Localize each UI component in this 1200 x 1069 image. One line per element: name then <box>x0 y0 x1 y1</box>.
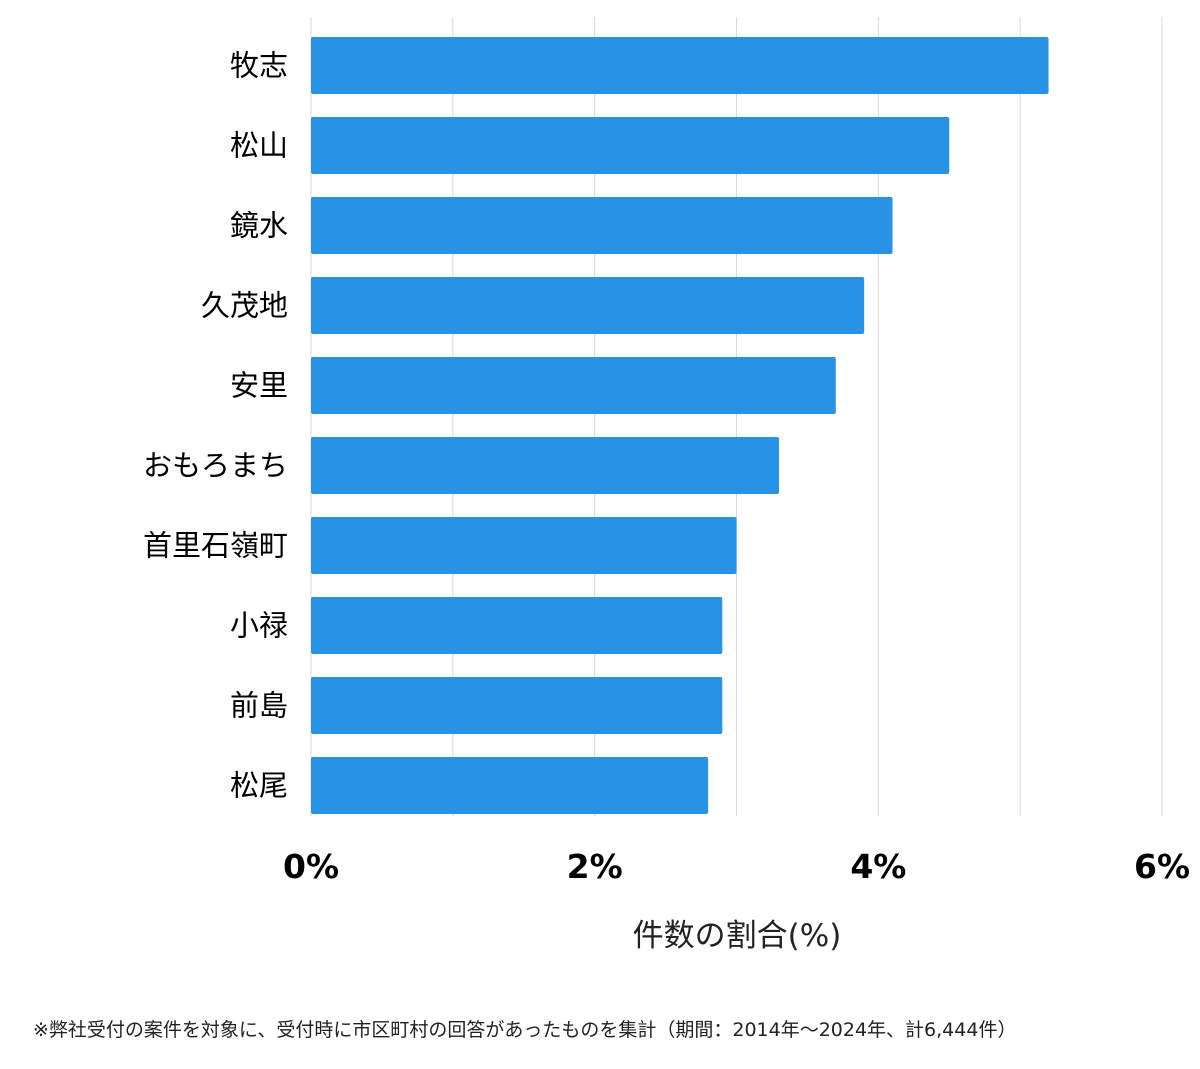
bar <box>311 597 723 654</box>
category-label: 小禄 <box>230 609 288 643</box>
category-label: 松山 <box>230 129 288 163</box>
bar <box>311 437 780 494</box>
category-label: 久茂地 <box>201 289 288 323</box>
category-label: 松尾 <box>230 769 288 803</box>
bar <box>311 37 1049 94</box>
category-label: 前島 <box>230 689 288 723</box>
x-tick-labels: 0% 2% 4% 6% <box>283 847 1190 886</box>
category-label: 首里石嶺町 <box>143 529 288 563</box>
x-tick-label: 0% <box>283 847 339 886</box>
bar <box>311 197 893 254</box>
bar <box>311 357 836 414</box>
footnote: ※弊社受付の案件を対象に、受付時に市区町村の回答があったものを集計（期間：201… <box>33 1019 1017 1041</box>
bar <box>311 277 865 334</box>
bar <box>311 677 723 734</box>
category-label: 安里 <box>230 369 288 403</box>
x-tick-label: 4% <box>850 847 906 886</box>
category-label: 鏡水 <box>230 209 288 243</box>
bar <box>311 757 709 814</box>
category-label: おもろまち <box>143 449 288 483</box>
bar <box>311 517 737 574</box>
bar <box>311 117 950 174</box>
category-label: 牧志 <box>230 49 288 83</box>
x-tick-label: 2% <box>567 847 623 886</box>
x-axis-title: 件数の割合(%) <box>633 918 842 954</box>
x-tick-label: 6% <box>1134 847 1190 886</box>
bars <box>311 37 1049 814</box>
